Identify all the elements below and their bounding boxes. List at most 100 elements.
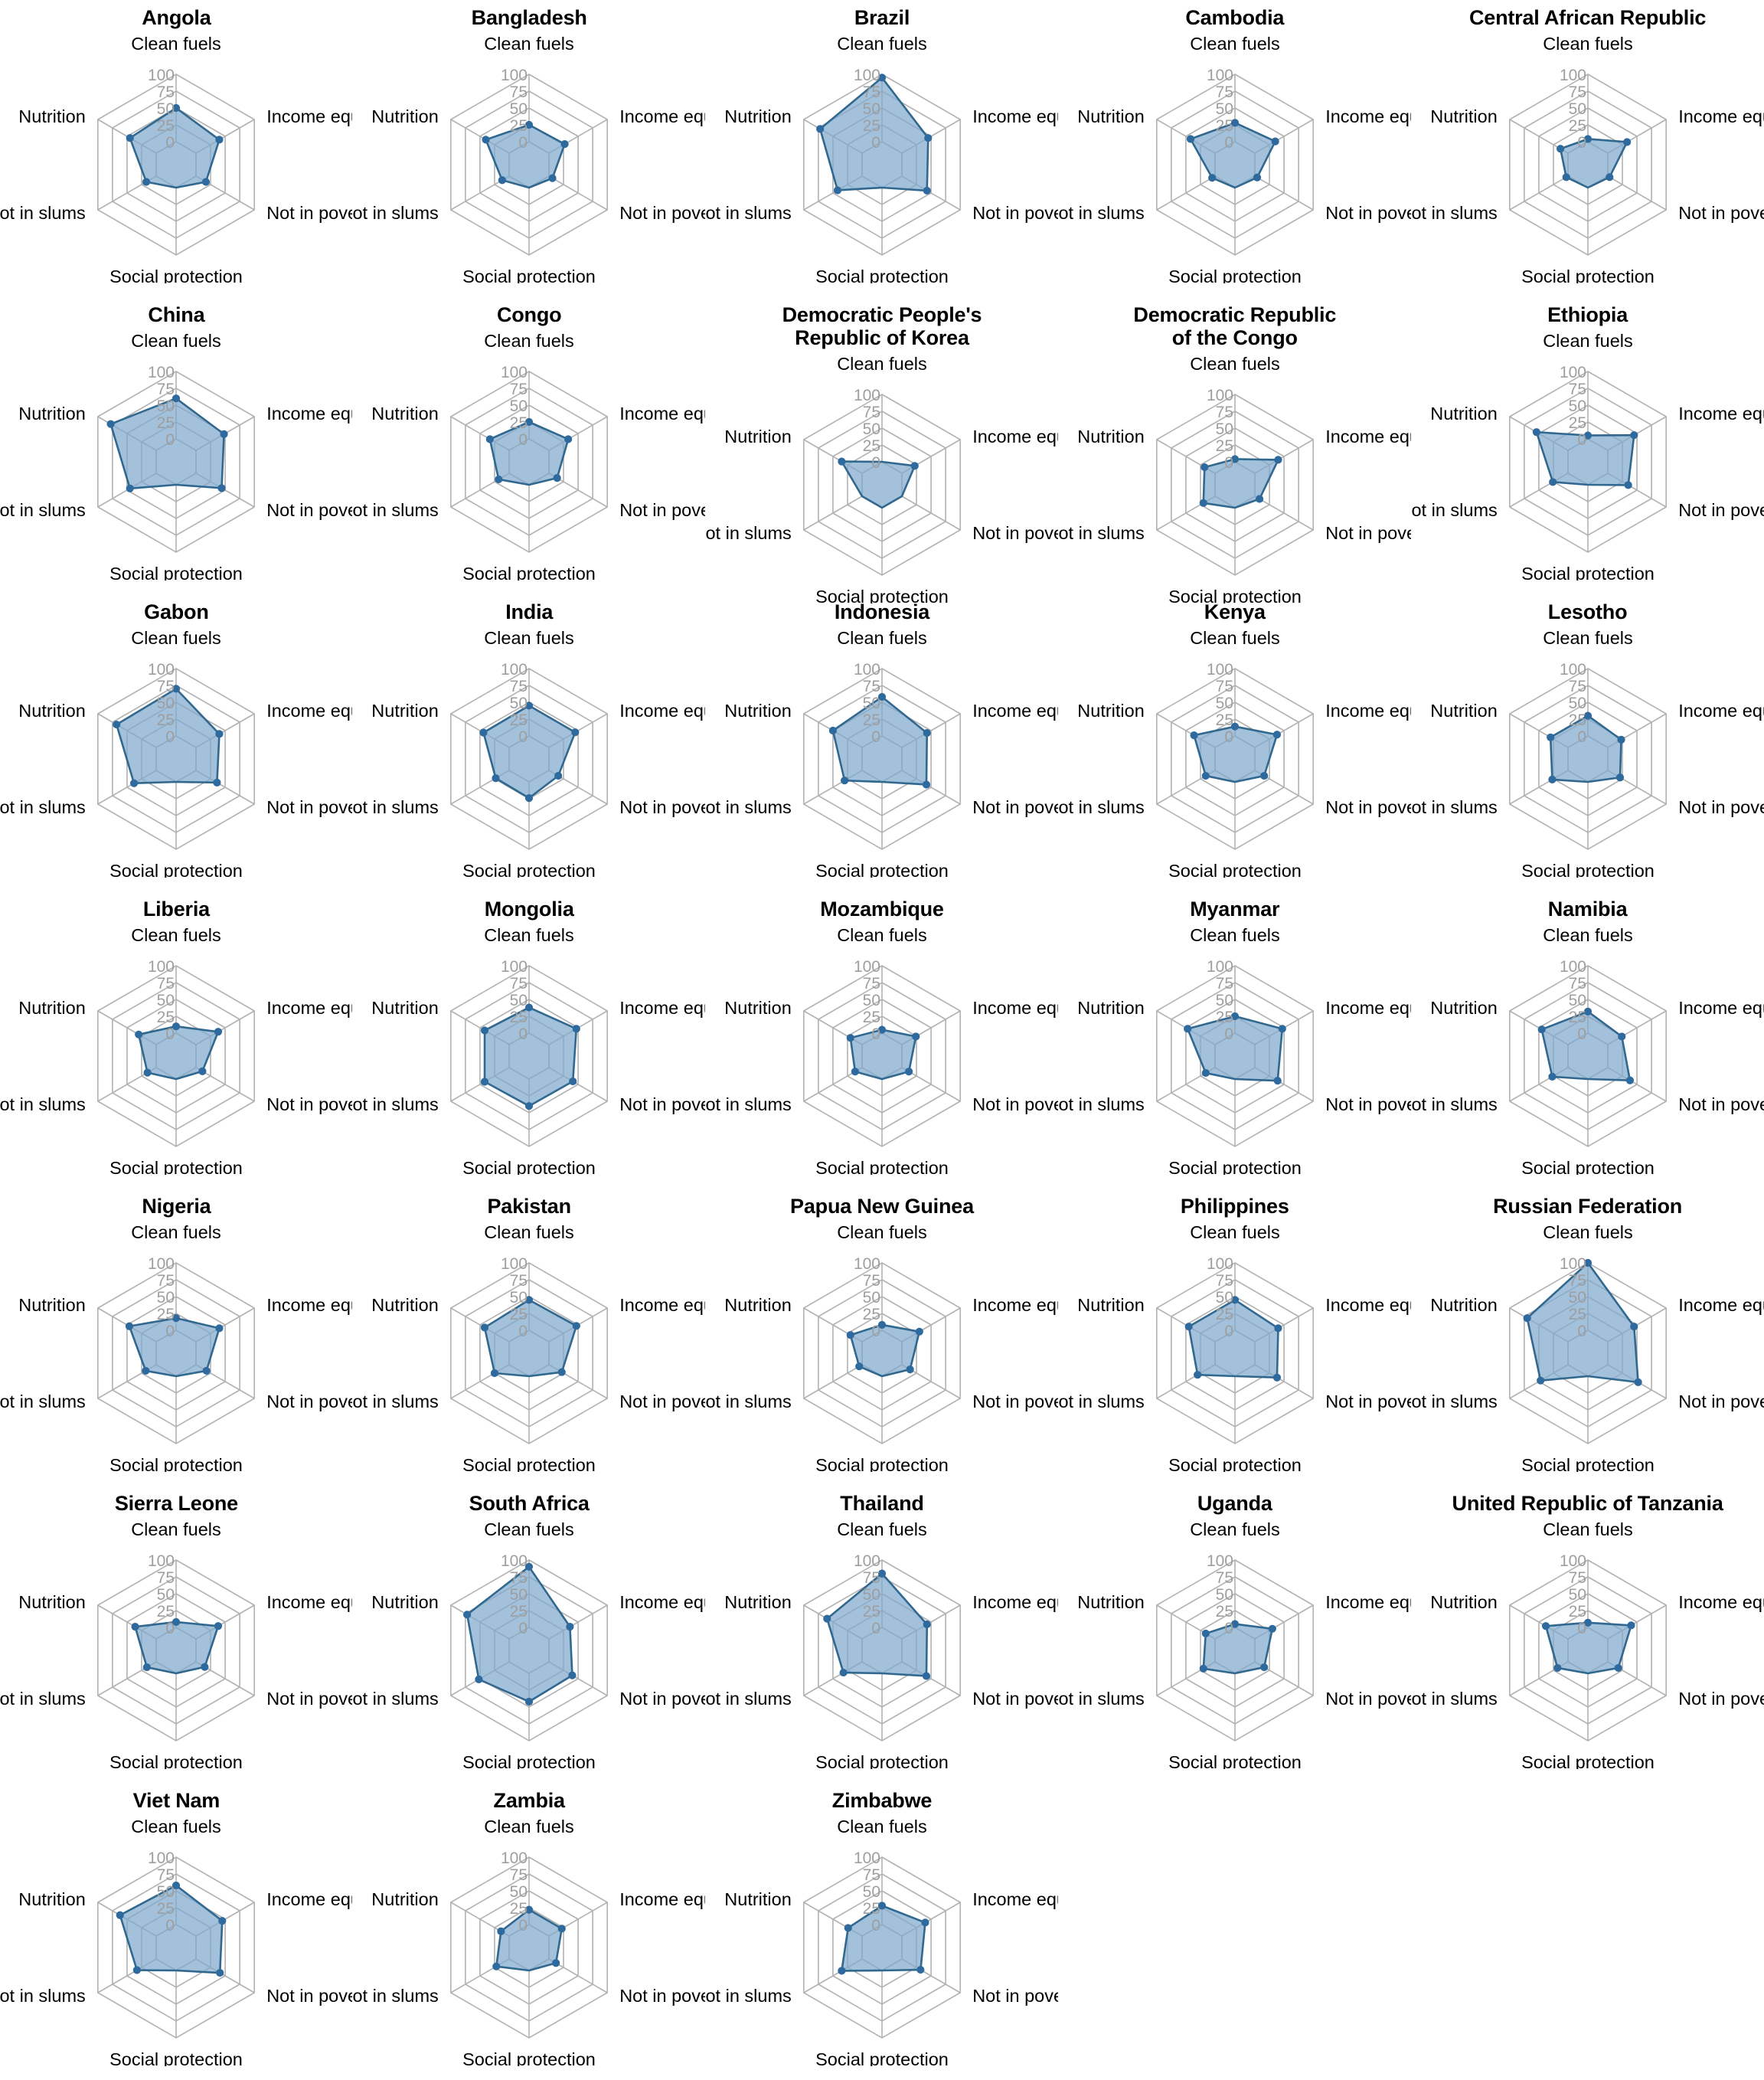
radar-data-point <box>1230 1012 1239 1021</box>
radar-data-point <box>116 1911 125 1920</box>
radial-tick-label: 0 <box>871 1323 880 1340</box>
axis-label-nutrition: Nutrition <box>1077 701 1145 721</box>
axis-label-not-in-slums: Not in slums <box>706 1689 792 1709</box>
radar-data-point <box>525 418 534 427</box>
axis-label-nutrition: Nutrition <box>1077 1295 1145 1315</box>
radial-tick-label: 75 <box>1568 83 1586 101</box>
radar-data-point <box>214 1622 223 1630</box>
radial-tick-label: 50 <box>157 1289 175 1307</box>
radial-tick-label: 75 <box>510 1569 528 1587</box>
axis-label-not-in-poverty: Not in poverty <box>267 1094 353 1114</box>
radar-data-point <box>491 1369 499 1378</box>
radial-tick-label: 25 <box>510 1306 528 1323</box>
radial-tick-label: 100 <box>501 67 528 84</box>
radial-tick-label: 50 <box>157 397 175 415</box>
axis-label-not-in-slums: Not in slums <box>1412 797 1498 817</box>
axis-labels: Clean fuels Income equality Not in poverty… <box>1059 354 1411 603</box>
radial-tick-label: 50 <box>1215 992 1233 1009</box>
radar-data-point <box>172 394 181 403</box>
panel-title: Sierra Leone <box>114 1492 238 1515</box>
radar-data-point <box>1230 722 1239 731</box>
radar-data-point <box>142 178 151 186</box>
radar-spoke <box>803 495 863 531</box>
radial-tick-label: 50 <box>1568 992 1586 1009</box>
radial-tick-label: 50 <box>1568 695 1586 712</box>
radar-spoke <box>1254 495 1314 531</box>
radar-data-point <box>1199 1664 1207 1673</box>
axis-label-nutrition: Nutrition <box>371 404 439 424</box>
axis-label-not-in-slums: Not in slums <box>353 500 439 520</box>
axis-label-not-in-slums: Not in slums <box>706 797 792 817</box>
axis-label-not-in-slums: Not in slums <box>1059 797 1145 817</box>
radial-tick-label: 75 <box>1568 381 1586 398</box>
radar-data-point <box>482 136 490 144</box>
radar-data-point <box>846 1034 854 1042</box>
radar-data-point <box>1532 428 1540 437</box>
axis-label-social-protection: Social protection <box>1521 1158 1655 1175</box>
radar-data-point <box>823 1614 831 1623</box>
axis-label-social-protection: Social protection <box>462 1455 596 1472</box>
radial-tick-label: 25 <box>863 1603 880 1621</box>
axis-label-not-in-slums: Not in slums <box>706 1392 792 1411</box>
radar-data-point <box>1207 174 1217 182</box>
panel-title: Angola <box>142 6 211 29</box>
radial-tick-label: 100 <box>501 364 528 381</box>
radial-tick-label: 0 <box>1224 454 1233 472</box>
axis-label-social-protection: Social protection <box>1168 1752 1302 1769</box>
axis-labels: Clean fuels Income equality Not in poverty… <box>706 1519 1058 1769</box>
radial-tick-label: 25 <box>510 1900 528 1918</box>
radial-tick-label: 75 <box>1568 975 1586 993</box>
radial-tick-label: 100 <box>148 1849 175 1867</box>
radial-tick-label: 100 <box>1560 67 1586 84</box>
radar-data-point <box>923 729 931 737</box>
radar-panel: Central African Republic 0 25 50 75 100 Clean … <box>1411 0 1764 297</box>
axis-label-nutrition: Nutrition <box>1430 701 1498 721</box>
axis-label-clean-fuels: Clean fuels <box>1190 1519 1280 1539</box>
radial-tick-label: 25 <box>1215 711 1233 729</box>
radar-data-point <box>1200 463 1209 472</box>
axis-label-income-equality: Income equality <box>267 1592 353 1612</box>
radial-tick-label: 50 <box>157 1883 175 1901</box>
radar-data-point <box>1605 173 1613 182</box>
radar-series-area <box>483 1006 578 1107</box>
axis-label-income-equality: Income equality <box>619 998 705 1018</box>
panel-title: United Republic of Tanzania <box>1452 1492 1723 1515</box>
radial-tick-label: 0 <box>166 1323 175 1340</box>
radar-data-point <box>877 1321 887 1329</box>
axis-label-income-equality: Income equality <box>972 1592 1058 1612</box>
radar-data-point <box>1272 731 1281 739</box>
axis-label-clean-fuels: Clean fuels <box>1190 925 1280 945</box>
radial-tick-label: 75 <box>1215 1569 1233 1587</box>
axis-label-clean-fuels: Clean fuels <box>132 331 222 351</box>
axis-label-social-protection: Social protection <box>462 267 596 283</box>
radar-series-area <box>841 1905 926 1972</box>
radial-tick-label: 0 <box>1577 134 1586 152</box>
axis-label-social-protection: Social protection <box>815 2049 949 2066</box>
axis-label-not-in-slums: Not in slums <box>353 1094 439 1114</box>
radar-spoke <box>1254 175 1314 211</box>
panel-title: Uganda <box>1197 1492 1272 1515</box>
radar-data-point <box>492 1962 501 1971</box>
radial-tick-label: 100 <box>1560 364 1586 381</box>
axis-labels: Clean fuels Income equality Not in poverty… <box>1412 628 1764 878</box>
axis-label-not-in-poverty: Not in poverty <box>972 1094 1058 1114</box>
panel-title: Pakistan <box>487 1195 571 1218</box>
radial-tick-label: 0 <box>519 1620 528 1637</box>
radial-tick-label: 75 <box>863 678 880 695</box>
radial-tick-label: 75 <box>510 975 528 993</box>
panel-title: Philippines <box>1180 1195 1289 1218</box>
radial-tick-label: 25 <box>510 1603 528 1621</box>
